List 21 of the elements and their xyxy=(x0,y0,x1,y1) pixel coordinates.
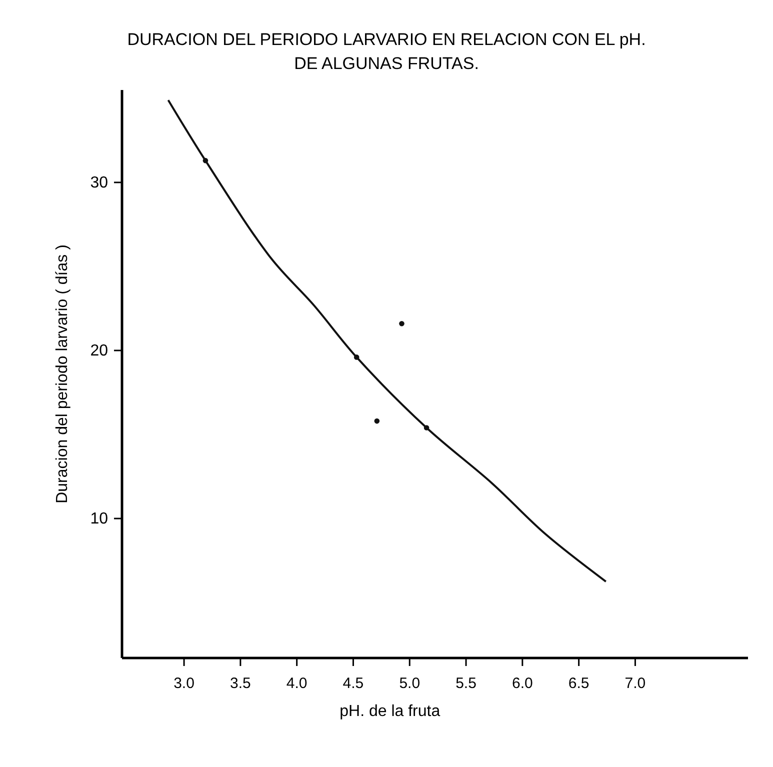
y-tick-label: 30 xyxy=(90,174,108,192)
x-axis-title: pH. de la fruta xyxy=(340,703,440,720)
chart-title: DURACION DEL PERIODO LARVARIO EN RELACION CON EL pH. DE ALGUNAS FRUTAS. xyxy=(127,30,646,73)
x-tick-label: 3.0 xyxy=(174,675,194,692)
x-tick-label: 5.5 xyxy=(456,675,476,692)
y-tick-label: 20 xyxy=(90,342,108,360)
x-tick-label: 4.5 xyxy=(342,675,364,692)
x-tick-label: 4.0 xyxy=(286,675,308,692)
y-axis-title: Duracion del periodo larvario ( días ) xyxy=(54,244,71,504)
point xyxy=(399,320,404,326)
point xyxy=(354,354,360,360)
point xyxy=(424,425,430,430)
x-tick-label: 6.0 xyxy=(512,675,533,692)
x-tick-label: 5.0 xyxy=(399,675,420,692)
x-tick-label: 7.0 xyxy=(624,675,646,692)
x-tick-label: 6.5 xyxy=(568,675,590,692)
y-tick-label: 10 xyxy=(90,510,108,528)
point xyxy=(374,418,380,424)
line-series xyxy=(167,99,607,583)
x-tick-label: 3.5 xyxy=(230,675,251,692)
point xyxy=(202,158,208,164)
